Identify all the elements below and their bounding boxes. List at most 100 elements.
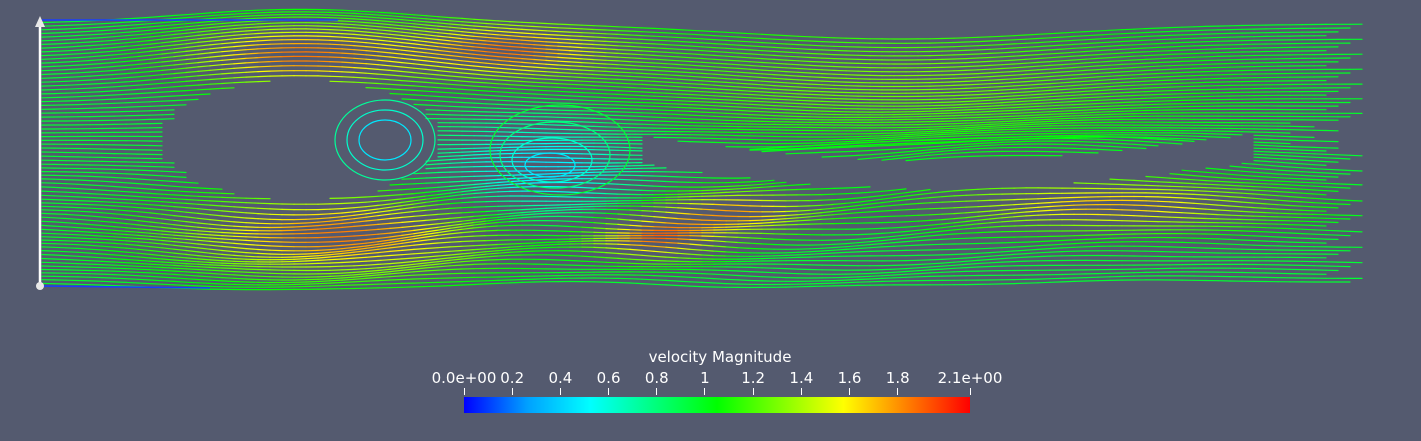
streamline-segment bbox=[401, 233, 415, 236]
streamline-segment bbox=[761, 45, 775, 49]
streamline-segment bbox=[797, 96, 811, 99]
streamline-segment bbox=[701, 76, 715, 79]
streamline-segment bbox=[557, 64, 571, 67]
streamline-segment bbox=[617, 104, 631, 107]
streamline-segment bbox=[1085, 114, 1099, 116]
streamline-segment bbox=[1301, 205, 1315, 208]
streamline-segment bbox=[521, 84, 535, 87]
streamline-segment bbox=[185, 49, 199, 53]
streamline-segment bbox=[353, 12, 367, 15]
streamline-segment bbox=[593, 81, 607, 84]
streamline-segment bbox=[41, 224, 55, 227]
streamline-segment bbox=[989, 141, 1003, 144]
streamline-segment bbox=[1109, 91, 1123, 94]
streamline-segment bbox=[65, 56, 79, 59]
streamline-segment bbox=[89, 23, 103, 25]
streamline-segment bbox=[617, 100, 631, 103]
streamline-segment bbox=[161, 218, 175, 221]
streamline-segment bbox=[185, 57, 199, 61]
streamline-segment bbox=[1253, 147, 1267, 150]
streamline-segment bbox=[1181, 207, 1195, 209]
streamline-segment bbox=[401, 70, 415, 74]
streamline-segment bbox=[293, 229, 307, 231]
streamline-segment bbox=[389, 226, 403, 229]
streamline-segment bbox=[65, 230, 79, 232]
streamline-segment bbox=[113, 205, 127, 208]
streamline-segment bbox=[1253, 207, 1267, 209]
streamline-segment bbox=[1217, 136, 1231, 139]
streamline-segment bbox=[1061, 88, 1075, 91]
streamline-segment bbox=[977, 90, 991, 92]
streamline-segment bbox=[389, 33, 403, 37]
streamline-segment bbox=[473, 182, 487, 186]
streamline-segment bbox=[1145, 27, 1159, 30]
streamline-segment bbox=[221, 231, 235, 234]
streamline-segment bbox=[1157, 38, 1171, 41]
streamline-segment bbox=[809, 44, 823, 47]
streamline-segment bbox=[953, 155, 967, 158]
streamline-segment bbox=[713, 119, 727, 121]
streamline-segment bbox=[1037, 49, 1051, 52]
streamline-segment bbox=[1013, 73, 1027, 76]
streamline-segment bbox=[329, 35, 343, 38]
streamline-segment bbox=[125, 37, 139, 40]
streamline-segment bbox=[425, 41, 439, 44]
streamline-segment bbox=[485, 58, 499, 62]
streamline-segment bbox=[977, 210, 991, 213]
streamline-segment bbox=[701, 53, 715, 57]
streamline-segment bbox=[1145, 175, 1159, 178]
streamline-segment bbox=[161, 104, 175, 107]
streamline-segment bbox=[737, 32, 751, 35]
streamline-segment bbox=[53, 57, 67, 60]
streamline-segment bbox=[389, 79, 403, 82]
streamline-segment bbox=[1337, 169, 1351, 172]
streamline-segment bbox=[101, 32, 115, 35]
streamline-segment bbox=[197, 208, 211, 211]
streamline-segment bbox=[557, 60, 571, 63]
streamline-segment bbox=[437, 221, 451, 225]
streamline-segment bbox=[737, 225, 751, 228]
streamline-segment bbox=[113, 209, 127, 212]
streamline-segment bbox=[137, 43, 151, 46]
streamline-segment bbox=[677, 63, 691, 66]
streamline-segment bbox=[101, 43, 115, 46]
streamline-segment bbox=[869, 205, 883, 209]
streamline-segment bbox=[197, 212, 211, 216]
streamline-segment bbox=[65, 206, 79, 209]
streamline-segment bbox=[317, 31, 331, 34]
streamline-segment bbox=[605, 89, 619, 92]
streamline-segment bbox=[353, 21, 367, 24]
streamline-segment bbox=[737, 116, 751, 119]
streamline-segment bbox=[989, 52, 1003, 55]
streamline-segment bbox=[329, 29, 343, 31]
streamline-segment bbox=[1133, 43, 1147, 46]
streamline-segment bbox=[149, 22, 163, 25]
streamline-segment bbox=[677, 121, 691, 124]
streamline-segment bbox=[773, 221, 787, 223]
streamline-segment bbox=[425, 204, 439, 207]
streamline-segment bbox=[341, 81, 355, 83]
streamline-segment bbox=[1157, 72, 1171, 75]
streamline-segment bbox=[329, 219, 343, 222]
streamline-segment bbox=[185, 53, 199, 57]
streamline-segment bbox=[401, 93, 415, 96]
streamline-segment bbox=[485, 94, 499, 97]
streamline-segment bbox=[509, 220, 523, 223]
streamline-segment bbox=[605, 70, 619, 73]
streamline-segment bbox=[77, 192, 91, 195]
streamline-segment bbox=[1253, 153, 1267, 156]
streamline-segment bbox=[677, 117, 691, 120]
streamline-segment bbox=[1073, 84, 1087, 87]
streamline-segment bbox=[437, 217, 451, 220]
streamline-segment bbox=[473, 196, 487, 198]
streamline-segment bbox=[341, 12, 355, 14]
streamline-segment bbox=[401, 79, 415, 83]
streamline-segment bbox=[1145, 35, 1159, 38]
streamline-segment bbox=[989, 85, 1003, 88]
streamline-segment bbox=[1145, 180, 1159, 183]
streamline-segment bbox=[137, 75, 151, 78]
streamline-segment bbox=[953, 100, 967, 103]
streamline-segment bbox=[521, 50, 535, 53]
streamline-segment bbox=[737, 99, 751, 102]
